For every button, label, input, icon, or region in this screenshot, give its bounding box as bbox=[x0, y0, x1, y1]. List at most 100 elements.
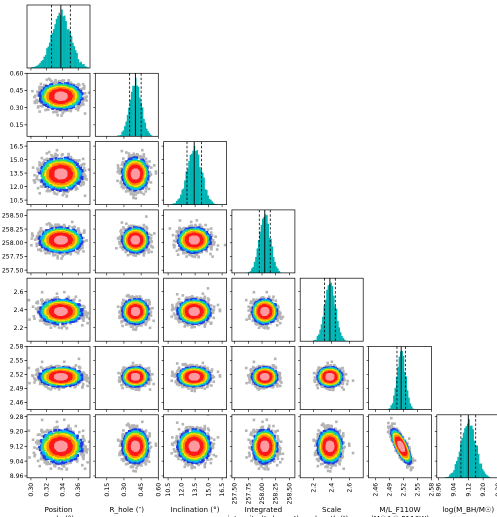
sample-point bbox=[47, 165, 50, 168]
y-tick-label: 15.0 bbox=[10, 157, 24, 164]
sample-point bbox=[66, 105, 70, 109]
sample-point bbox=[52, 156, 56, 159]
sample-point bbox=[39, 82, 43, 86]
sample-point bbox=[41, 165, 44, 169]
sample-point bbox=[148, 170, 152, 174]
sample-point bbox=[56, 113, 59, 117]
sample-point bbox=[140, 191, 143, 194]
histogram-bar bbox=[32, 67, 34, 68]
histogram-bar bbox=[121, 131, 123, 137]
sample-point bbox=[146, 177, 149, 181]
sample-point bbox=[42, 168, 45, 171]
histogram-bar bbox=[79, 62, 81, 68]
sample-point bbox=[121, 185, 125, 188]
sample-point bbox=[130, 190, 133, 193]
sample-point bbox=[40, 162, 44, 166]
y-tick-label: 0.30 bbox=[10, 105, 24, 112]
sample-point bbox=[76, 108, 80, 112]
sample-point bbox=[142, 192, 146, 196]
sample-point bbox=[37, 178, 41, 182]
histogram-panel-rhole bbox=[93, 72, 159, 139]
sample-point bbox=[38, 161, 41, 164]
sample-point bbox=[64, 107, 68, 111]
y-tick-label: 0.45 bbox=[10, 88, 24, 95]
sample-point bbox=[154, 172, 158, 175]
sample-point bbox=[81, 82, 85, 86]
sample-point bbox=[35, 174, 39, 178]
histogram-bar bbox=[150, 134, 152, 137]
sample-point bbox=[82, 177, 86, 181]
sample-point bbox=[83, 194, 87, 198]
sample-point bbox=[65, 194, 69, 198]
sample-point bbox=[119, 169, 123, 173]
sample-point bbox=[154, 170, 158, 173]
sample-point bbox=[37, 169, 41, 173]
panel-frame bbox=[26, 72, 91, 137]
sample-point bbox=[76, 172, 79, 176]
scatter-panel-rhole-vs-incl bbox=[93, 141, 159, 208]
sample-point bbox=[62, 79, 66, 82]
sample-point bbox=[77, 96, 81, 100]
sample-point bbox=[81, 162, 85, 166]
sample-point bbox=[61, 193, 65, 197]
sample-point bbox=[74, 107, 78, 110]
histogram-bar bbox=[51, 32, 54, 68]
sample-point bbox=[48, 189, 52, 193]
sample-point bbox=[37, 99, 41, 103]
sample-point bbox=[68, 160, 72, 163]
sample-point bbox=[77, 165, 80, 168]
sample-point bbox=[118, 172, 122, 175]
sample-point bbox=[47, 150, 51, 154]
sample-point bbox=[39, 104, 43, 108]
sample-point bbox=[78, 83, 81, 87]
sample-point bbox=[138, 189, 142, 192]
sample-point bbox=[42, 176, 46, 179]
sample-point bbox=[55, 154, 59, 158]
sample-point bbox=[132, 192, 135, 196]
sample-point bbox=[132, 193, 135, 197]
sample-point bbox=[48, 160, 52, 164]
sample-point bbox=[137, 190, 141, 194]
histogram-bar bbox=[136, 85, 138, 137]
sample-point bbox=[44, 87, 48, 91]
histogram-bar bbox=[61, 9, 63, 68]
histogram-bar bbox=[84, 66, 87, 68]
sample-point bbox=[55, 192, 59, 196]
sample-point bbox=[76, 84, 79, 87]
histogram-bar bbox=[74, 50, 77, 68]
sample-point bbox=[33, 179, 37, 182]
histogram-bar bbox=[125, 121, 127, 137]
histogram-bar bbox=[73, 46, 76, 68]
sample-point bbox=[47, 189, 50, 193]
sample-point bbox=[78, 180, 81, 183]
sample-point bbox=[44, 168, 48, 171]
sample-point bbox=[120, 182, 124, 186]
sample-point bbox=[46, 84, 50, 88]
sample-point bbox=[46, 187, 50, 191]
sample-point bbox=[153, 164, 156, 167]
sample-point bbox=[62, 192, 66, 195]
sample-point bbox=[45, 157, 49, 161]
sample-point bbox=[38, 97, 42, 101]
histogram-bar bbox=[37, 64, 40, 68]
sample-point bbox=[144, 157, 148, 161]
histogram-bar bbox=[44, 54, 47, 68]
sample-point bbox=[134, 197, 138, 200]
sample-point bbox=[61, 111, 65, 115]
sample-point bbox=[61, 187, 64, 191]
sample-point bbox=[85, 178, 88, 181]
sample-point bbox=[142, 153, 146, 156]
sample-point bbox=[41, 170, 45, 174]
sample-point bbox=[58, 84, 61, 87]
sample-point bbox=[141, 156, 144, 159]
sample-point bbox=[132, 196, 135, 200]
sample-point bbox=[45, 152, 49, 155]
panel-frame bbox=[26, 4, 91, 69]
sample-point bbox=[127, 152, 131, 155]
sample-point bbox=[69, 156, 73, 160]
sample-point bbox=[145, 160, 148, 164]
y-tick-label: 16.5 bbox=[10, 143, 24, 150]
sample-point bbox=[47, 102, 50, 106]
sample-point bbox=[125, 151, 128, 154]
sample-point bbox=[77, 169, 81, 173]
